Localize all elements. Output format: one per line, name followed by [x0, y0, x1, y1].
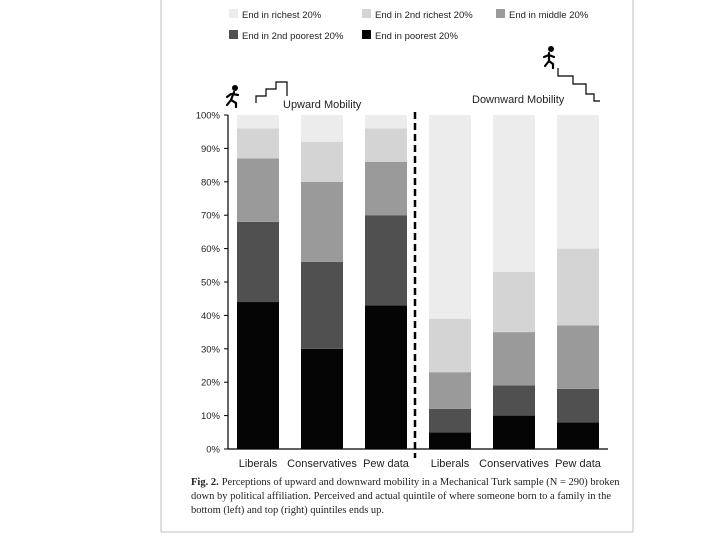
- x-tick-label-2: Pew data: [363, 458, 410, 470]
- y-tick-label: 100%: [196, 111, 221, 122]
- bars: [237, 115, 599, 449]
- y-tick-label: 30%: [201, 344, 221, 355]
- legend-swatch-3: [229, 30, 238, 39]
- y-tick-label: 70%: [201, 211, 221, 222]
- y-tick-label: 20%: [201, 378, 221, 389]
- y-axis: 0% 10% 20% 30% 40% 50% 60% 70% 80% 90% 100%: [196, 111, 229, 456]
- bar-segment-4-4: [493, 115, 535, 272]
- bar-segment-1-2: [301, 181, 343, 262]
- bar-segment-3-0: [429, 432, 471, 449]
- figure-caption: Fig. 2. Perceptions of upward and downwar…: [191, 476, 623, 518]
- downward-panel-header: Downward Mobility: [472, 46, 600, 106]
- descending-person-icon: [542, 46, 556, 70]
- y-tick-label: 50%: [201, 278, 221, 289]
- bar-segment-1-0: [301, 348, 343, 449]
- legend-label-1: End in 2nd richest 20%: [375, 10, 473, 21]
- bar-segment-2-1: [365, 215, 407, 306]
- legend-swatch-0: [229, 9, 238, 18]
- x-tick-label-0: Liberals: [239, 458, 278, 470]
- bar-segment-5-1: [557, 388, 599, 423]
- bar-segment-1-3: [301, 141, 343, 182]
- bar-segment-0-0: [237, 302, 279, 449]
- bar-segment-4-3: [493, 271, 535, 333]
- y-tick-label: 60%: [201, 244, 221, 255]
- bar-segment-2-3: [365, 128, 407, 162]
- x-tick-label-4: Conservatives: [479, 458, 549, 470]
- bar-segment-4-2: [493, 332, 535, 386]
- bar-segment-2-2: [365, 161, 407, 216]
- legend: End in richest 20% End in 2nd richest 20%…: [229, 9, 589, 42]
- legend-label-2: End in middle 20%: [509, 10, 589, 21]
- caption-label: Fig. 2.: [191, 477, 219, 488]
- legend-label-0: End in richest 20%: [242, 10, 322, 21]
- y-tick-label: 90%: [201, 144, 221, 155]
- bar-segment-2-0: [365, 305, 407, 449]
- bar-segment-4-0: [493, 415, 535, 449]
- y-tick-label: 10%: [201, 411, 221, 422]
- x-tick-label-5: Pew data: [555, 458, 602, 470]
- legend-label-4: End in poorest 20%: [375, 31, 458, 42]
- caption-text: Perceptions of upward and downward mobil…: [191, 477, 620, 516]
- bar-segment-2-4: [365, 115, 407, 129]
- downward-panel-title: Downward Mobility: [472, 94, 565, 106]
- climbing-person-icon: [225, 85, 240, 109]
- x-tick-label-3: Liberals: [431, 458, 470, 470]
- bar-segment-3-4: [429, 115, 471, 319]
- bar-segment-1-1: [301, 261, 343, 349]
- bar-segment-5-0: [557, 422, 599, 449]
- upward-panel-header: Upward Mobility: [225, 81, 362, 111]
- legend-label-3: End in 2nd poorest 20%: [242, 31, 344, 42]
- y-tick-label: 0%: [206, 445, 220, 456]
- bar-segment-3-2: [429, 372, 471, 409]
- downward-stairs: [557, 68, 600, 102]
- bar-segment-4-1: [493, 385, 535, 416]
- upward-panel-title: Upward Mobility: [283, 99, 362, 111]
- bar-segment-0-4: [237, 115, 279, 129]
- x-tick-label-1: Conservatives: [287, 458, 357, 470]
- bar-segment-5-4: [557, 115, 599, 249]
- bar-segment-0-1: [237, 221, 279, 303]
- bar-segment-5-2: [557, 325, 599, 389]
- bar-segment-0-2: [237, 158, 279, 222]
- upward-stairs: [255, 81, 288, 103]
- x-axis: Liberals Conservatives Pew data Liberals Con…: [228, 448, 608, 470]
- y-tick-label: 80%: [201, 177, 221, 188]
- bar-segment-1-4: [301, 115, 343, 142]
- y-tick-label: 40%: [201, 311, 221, 322]
- legend-swatch-1: [362, 9, 371, 18]
- bar-segment-3-3: [429, 318, 471, 373]
- legend-swatch-4: [362, 30, 371, 39]
- bar-segment-5-3: [557, 248, 599, 326]
- bar-segment-3-1: [429, 408, 471, 433]
- bar-segment-0-3: [237, 128, 279, 159]
- legend-swatch-2: [496, 9, 505, 18]
